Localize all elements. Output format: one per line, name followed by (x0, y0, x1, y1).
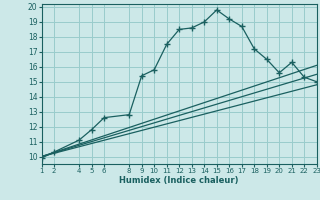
X-axis label: Humidex (Indice chaleur): Humidex (Indice chaleur) (119, 176, 239, 185)
